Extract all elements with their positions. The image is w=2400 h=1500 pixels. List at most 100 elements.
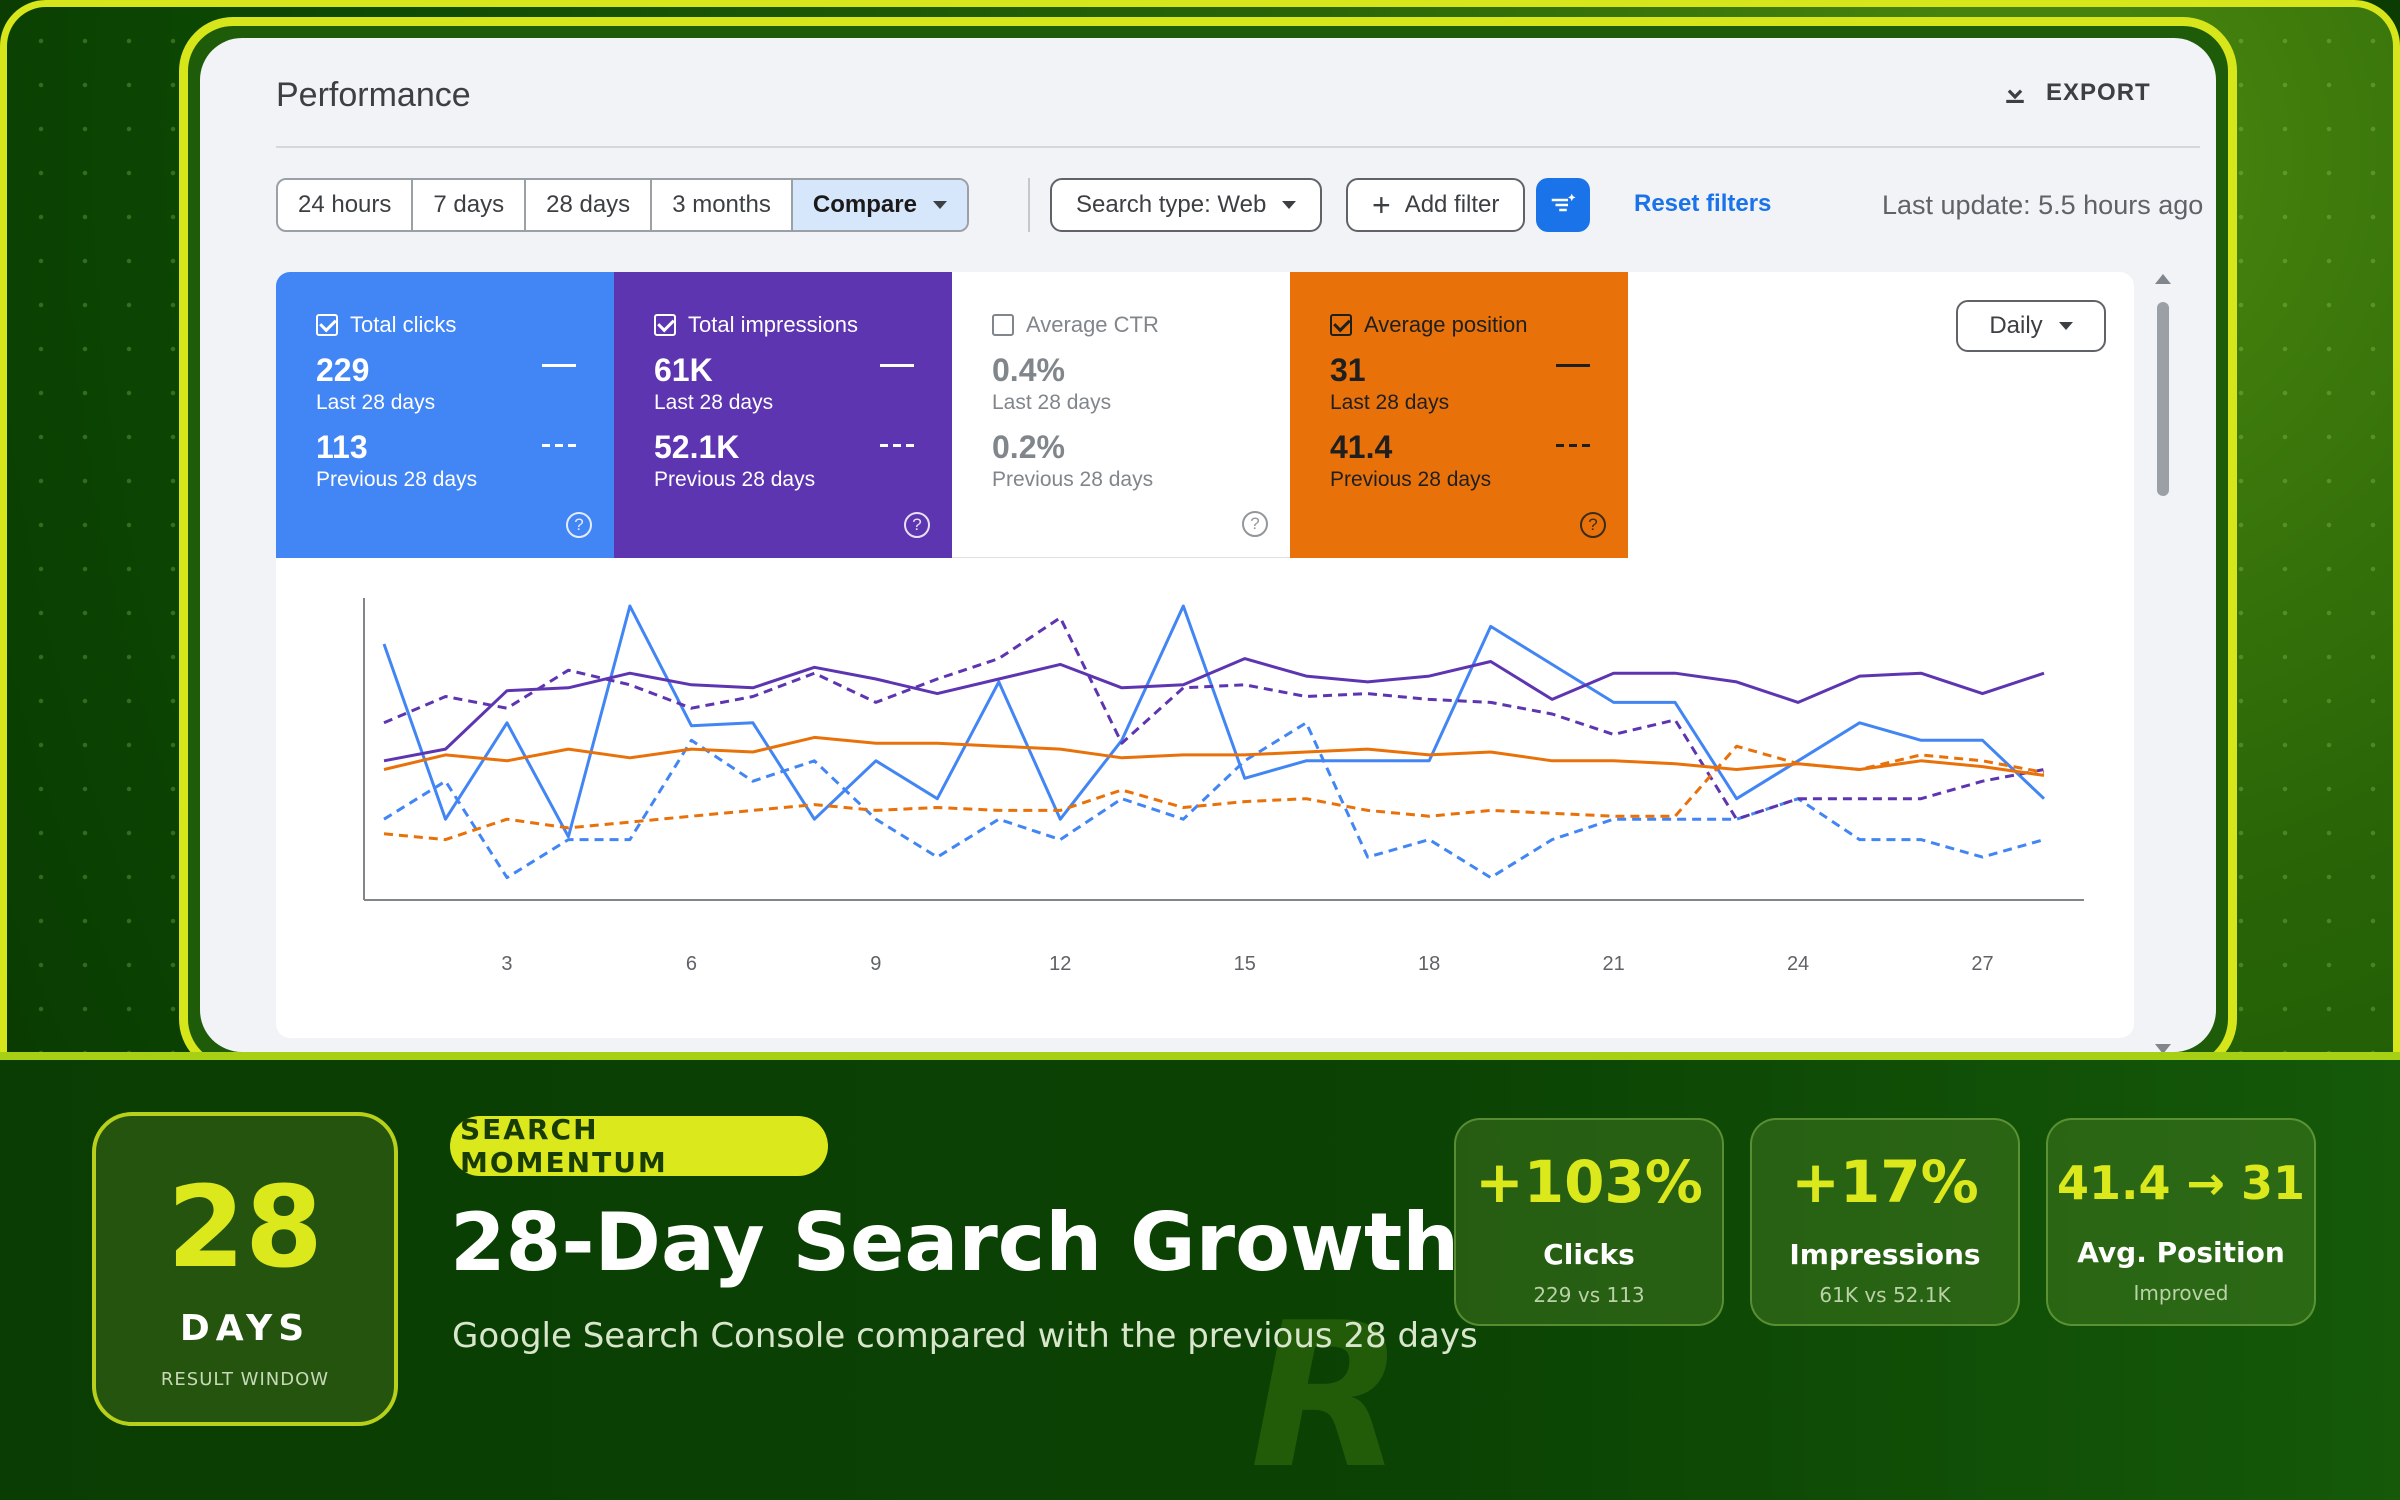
add-filter-button[interactable]: + Add filter	[1346, 178, 1526, 232]
plus-icon: +	[1372, 187, 1391, 223]
checkbox-checked-icon[interactable]	[1330, 314, 1352, 336]
filter-settings-button[interactable]	[1536, 178, 1590, 232]
granularity-dropdown[interactable]: Daily	[1956, 300, 2106, 352]
help-icon[interactable]: ?	[1580, 512, 1606, 538]
search-type-dropdown[interactable]: Search type: Web	[1050, 178, 1323, 232]
dashed-line-legend	[880, 444, 914, 447]
metric-current-label: Last 28 days	[992, 391, 1112, 414]
days-sublabel: RESULT WINDOW	[160, 1369, 330, 1390]
x-tick-label: 24	[1787, 953, 1809, 975]
range-7-days[interactable]: 7 days	[413, 180, 527, 230]
export-button[interactable]: EXPORT	[2000, 78, 2151, 108]
x-tick-label: 9	[870, 953, 881, 975]
x-tick-label: 12	[1049, 953, 1071, 975]
x-tick-label: 21	[1603, 953, 1625, 975]
series-line-impressions-current	[383, 657, 2045, 763]
metric-current-label: Last 28 days	[316, 391, 436, 414]
metric-label: Total impressions	[688, 312, 858, 337]
x-tick-label: 6	[686, 953, 697, 975]
metric-previous-value: 0.2%	[992, 429, 1065, 465]
days-label: DAYS	[179, 1308, 311, 1349]
stat-value: +103%	[1475, 1148, 1703, 1216]
stat-label: Clicks	[1543, 1238, 1635, 1271]
series-line-position-previous	[383, 744, 2045, 842]
metric-current-value: 0.4%	[992, 352, 1065, 388]
help-icon[interactable]: ?	[1242, 511, 1268, 537]
solid-line-legend	[542, 364, 576, 367]
filter-sparkle-icon	[1551, 193, 1576, 212]
export-label: EXPORT	[2046, 79, 2151, 106]
banner-title: 28-Day Search Growth	[450, 1196, 1460, 1289]
checkbox-unchecked-icon[interactable]	[992, 314, 1014, 336]
days-number: 28	[167, 1163, 323, 1293]
granularity-label: Daily	[1989, 312, 2043, 339]
toolbar-separator	[1028, 178, 1030, 232]
stat-card-avg-position: 41.4 → 31 Avg. Position Improved	[2046, 1118, 2316, 1326]
metric-current-value: 31	[1330, 352, 1366, 388]
stat-value: 41.4 → 31	[2056, 1156, 2306, 1210]
metric-previous-value: 41.4	[1330, 429, 1393, 465]
compare-label: Compare	[812, 191, 917, 218]
metric-current-value: 61K	[654, 352, 713, 388]
stat-sub: Improved	[2133, 1281, 2229, 1305]
stat-sub: 229 vs 113	[1533, 1283, 1645, 1307]
metric-current-label: Last 28 days	[1330, 391, 1450, 414]
solid-line-legend	[1556, 364, 1590, 367]
scroll-thumb[interactable]	[2157, 302, 2169, 496]
x-tick-label: 3	[501, 953, 512, 975]
search-console-app: Performance EXPORT 24 hours 7 days 28 da…	[200, 38, 2216, 1052]
metric-card-total-clicks[interactable]: Total clicks 229 Last 28 days 113 Previo…	[276, 272, 614, 558]
range-3-months[interactable]: 3 months	[652, 180, 793, 230]
metric-card-average-ctr[interactable]: Average CTR 0.4% Last 28 days 0.2% Previ…	[952, 272, 1290, 558]
series-line-clicks-previous	[383, 721, 2045, 880]
search-type-label: Search type: Web	[1076, 191, 1267, 218]
x-tick-label: 15	[1234, 953, 1256, 975]
metric-previous-label: Previous 28 days	[1330, 468, 1492, 491]
stat-sub: 61K vs 52.1K	[1819, 1283, 1951, 1307]
banner-subtitle: Google Search Console compared with the …	[452, 1316, 1478, 1356]
header-divider	[276, 146, 2200, 148]
metric-current-value: 229	[316, 352, 370, 388]
metric-previous-value: 52.1K	[654, 429, 740, 465]
dashed-line-legend	[1556, 444, 1590, 447]
last-update-text: Last update: 5.5 hours ago	[1882, 190, 2204, 220]
series-line-position-current	[383, 735, 2045, 777]
metric-label: Average CTR	[1026, 312, 1159, 337]
help-icon[interactable]: ?	[566, 512, 592, 538]
metric-label: Average position	[1364, 312, 1528, 337]
scroll-down-icon[interactable]	[2155, 1044, 2171, 1052]
performance-line-chart: 3 6 9 12 15 18 21 24 27	[363, 598, 2084, 975]
metric-card-average-position[interactable]: Average position 31 Last 28 days 41.4 Pr…	[1290, 272, 1628, 558]
metric-card-total-impressions[interactable]: Total impressions 61K Last 28 days 52.1K…	[614, 272, 952, 558]
caret-down-icon	[2058, 322, 2073, 330]
caret-down-icon	[1282, 201, 1297, 209]
checkbox-checked-icon[interactable]	[654, 314, 676, 336]
help-icon[interactable]: ?	[904, 512, 930, 538]
x-tick-label: 27	[1971, 953, 1993, 975]
performance-panel: Total clicks 229 Last 28 days 113 Previo…	[276, 272, 2134, 1038]
range-24-hours[interactable]: 24 hours	[278, 180, 414, 230]
metric-previous-label: Previous 28 days	[654, 468, 816, 491]
solid-line-legend	[880, 364, 914, 367]
series-line-clicks-current	[382, 604, 2046, 839]
x-tick-label: 18	[1418, 953, 1440, 975]
caret-down-icon	[932, 201, 947, 209]
add-filter-label: Add filter	[1404, 191, 1500, 218]
reset-filters-link[interactable]: Reset filters	[1634, 190, 1772, 217]
watermark-logo: R	[1250, 1280, 1405, 1500]
scroll-up-icon[interactable]	[2155, 274, 2171, 284]
days-badge: 28 DAYS RESULT WINDOW	[92, 1112, 398, 1426]
stat-value: +17%	[1791, 1148, 1979, 1216]
checkbox-checked-icon[interactable]	[316, 314, 338, 336]
metric-previous-label: Previous 28 days	[992, 468, 1154, 491]
stat-label: Avg. Position	[2077, 1236, 2285, 1269]
stat-card-impressions: +17% Impressions 61K vs 52.1K	[1750, 1118, 2020, 1326]
range-28-days[interactable]: 28 days	[526, 180, 653, 230]
screenshot-window: Performance EXPORT 24 hours 7 days 28 da…	[179, 17, 2237, 1073]
vertical-scrollbar[interactable]	[2152, 272, 2174, 1052]
compare-dropdown[interactable]: Compare	[792, 180, 967, 230]
metric-previous-value: 113	[316, 429, 368, 465]
stat-card-clicks: +103% Clicks 229 vs 113	[1454, 1118, 1724, 1326]
page-title: Performance	[276, 76, 471, 114]
